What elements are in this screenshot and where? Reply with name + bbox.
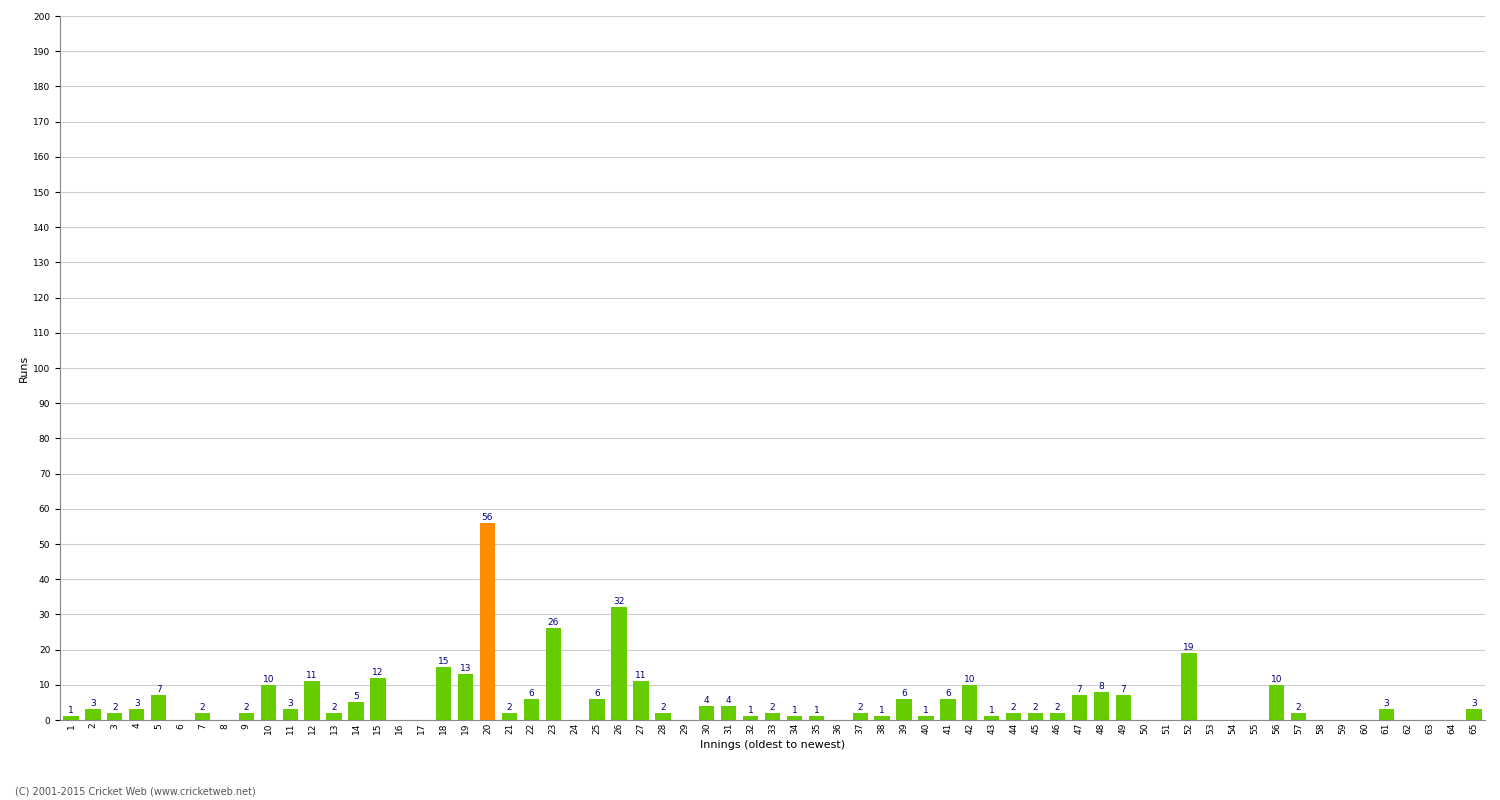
Text: 2: 2	[112, 703, 117, 712]
Text: 1: 1	[792, 706, 798, 715]
Text: 2: 2	[507, 703, 512, 712]
Text: 1: 1	[988, 706, 994, 715]
Bar	[1378, 710, 1394, 720]
Text: 11: 11	[634, 671, 646, 680]
Bar	[524, 699, 538, 720]
Bar	[63, 717, 78, 720]
Text: 3: 3	[288, 699, 292, 708]
Text: (C) 2001-2015 Cricket Web (www.cricketweb.net): (C) 2001-2015 Cricket Web (www.cricketwe…	[15, 786, 255, 796]
Bar	[940, 699, 956, 720]
Bar	[238, 713, 254, 720]
Bar	[436, 667, 451, 720]
Bar	[962, 685, 978, 720]
Text: 15: 15	[438, 657, 450, 666]
Bar	[195, 713, 210, 720]
Bar	[918, 717, 933, 720]
Text: 8: 8	[1098, 682, 1104, 690]
Text: 2: 2	[1296, 703, 1302, 712]
Bar	[480, 523, 495, 720]
Bar	[742, 717, 758, 720]
Bar	[1050, 713, 1065, 720]
Text: 3: 3	[1472, 699, 1478, 708]
Bar	[1269, 685, 1284, 720]
Bar	[86, 710, 100, 720]
Bar	[458, 674, 472, 720]
Bar	[612, 607, 627, 720]
Bar	[546, 629, 561, 720]
Bar	[282, 710, 298, 720]
Bar	[261, 685, 276, 720]
Text: 3: 3	[134, 699, 140, 708]
Text: 7: 7	[156, 686, 162, 694]
Text: 26: 26	[548, 618, 560, 627]
Text: 1: 1	[879, 706, 885, 715]
X-axis label: Innings (oldest to newest): Innings (oldest to newest)	[700, 740, 844, 750]
Bar	[152, 695, 166, 720]
Text: 1: 1	[747, 706, 753, 715]
Bar	[1007, 713, 1022, 720]
Bar	[1071, 695, 1088, 720]
Text: 6: 6	[945, 689, 951, 698]
Text: 6: 6	[528, 689, 534, 698]
Bar	[808, 717, 824, 720]
Bar	[304, 682, 320, 720]
Text: 5: 5	[352, 692, 358, 702]
Text: 2: 2	[200, 703, 206, 712]
Text: 56: 56	[482, 513, 494, 522]
Text: 2: 2	[1054, 703, 1060, 712]
Text: 10: 10	[262, 674, 274, 684]
Bar	[722, 706, 736, 720]
Text: 4: 4	[726, 696, 732, 705]
Y-axis label: Runs: Runs	[20, 354, 28, 382]
Text: 1: 1	[813, 706, 819, 715]
Text: 1: 1	[68, 706, 74, 715]
Text: 13: 13	[460, 664, 471, 673]
Bar	[1467, 710, 1482, 720]
Text: 4: 4	[704, 696, 710, 705]
Text: 2: 2	[243, 703, 249, 712]
Text: 19: 19	[1184, 643, 1196, 652]
Text: 10: 10	[1270, 674, 1282, 684]
Text: 7: 7	[1077, 686, 1083, 694]
Text: 7: 7	[1120, 686, 1126, 694]
Text: 3: 3	[1383, 699, 1389, 708]
Text: 10: 10	[964, 674, 975, 684]
Bar	[897, 699, 912, 720]
Bar	[327, 713, 342, 720]
Bar	[633, 682, 648, 720]
Bar	[984, 717, 999, 720]
Text: 6: 6	[902, 689, 908, 698]
Bar	[1182, 653, 1197, 720]
Bar	[874, 717, 890, 720]
Text: 2: 2	[1034, 703, 1038, 712]
Bar	[786, 717, 802, 720]
Text: 2: 2	[1011, 703, 1017, 712]
Bar	[129, 710, 144, 720]
Text: 2: 2	[770, 703, 776, 712]
Text: 3: 3	[90, 699, 96, 708]
Text: 12: 12	[372, 668, 384, 677]
Text: 11: 11	[306, 671, 318, 680]
Text: 2: 2	[660, 703, 666, 712]
Text: 1: 1	[922, 706, 928, 715]
Bar	[1292, 713, 1306, 720]
Text: 32: 32	[614, 598, 624, 606]
Bar	[106, 713, 123, 720]
Text: 2: 2	[332, 703, 338, 712]
Bar	[656, 713, 670, 720]
Bar	[852, 713, 868, 720]
Bar	[1094, 692, 1108, 720]
Bar	[590, 699, 604, 720]
Bar	[1116, 695, 1131, 720]
Bar	[699, 706, 714, 720]
Bar	[348, 702, 363, 720]
Bar	[501, 713, 518, 720]
Text: 2: 2	[858, 703, 862, 712]
Text: 6: 6	[594, 689, 600, 698]
Bar	[765, 713, 780, 720]
Bar	[1028, 713, 1044, 720]
Bar	[370, 678, 386, 720]
